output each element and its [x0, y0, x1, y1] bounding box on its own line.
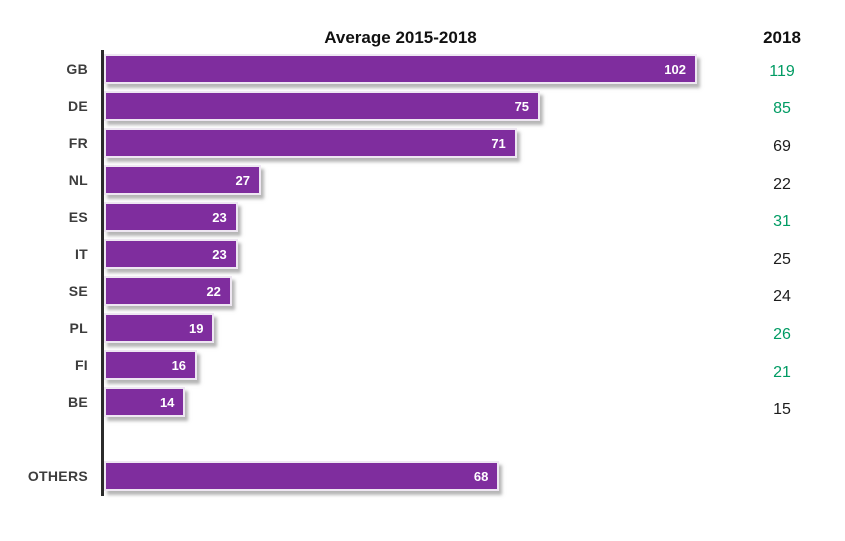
value-2018: 21 [773, 363, 791, 381]
bar-track: 68 [104, 461, 697, 491]
category-label: DE [67, 98, 88, 114]
bar-row: DE 75 [0, 91, 720, 121]
bar-row: ES 23 [0, 202, 720, 232]
bar: 68 [104, 461, 500, 491]
category-label: FI [74, 357, 88, 373]
right-column-header: 2018 [763, 28, 801, 47]
bar-row: SE 22 [0, 276, 720, 306]
bar: 19 [104, 313, 215, 343]
value-2018: 15 [773, 401, 791, 419]
bar: 23 [104, 202, 238, 232]
bar: 75 [104, 91, 541, 121]
value-2018: 69 [773, 137, 791, 155]
bar: 23 [104, 239, 238, 269]
bar-value-label: 14 [159, 394, 175, 410]
bar-track: 75 [104, 91, 697, 121]
right-column-values: 119 85 69 22 31 25 24 26 21 15 [744, 53, 820, 429]
bar-value-label: 27 [235, 172, 250, 188]
bar-track: 16 [104, 350, 697, 380]
bar-track: 23 [104, 239, 697, 269]
bar-value-label: 22 [206, 283, 221, 299]
bar: 16 [104, 350, 198, 380]
bar-row: FR 71 [0, 128, 720, 158]
category-label: FR [68, 135, 88, 151]
category-label: IT [74, 246, 88, 262]
value-2018: 26 [773, 325, 791, 343]
bar-row: BE 14 [0, 387, 720, 417]
bar-row: FI 16 [0, 350, 720, 380]
bar: 27 [104, 165, 261, 195]
bar: 102 [104, 54, 697, 84]
category-label: PL [69, 320, 88, 336]
bar: 22 [104, 276, 232, 306]
bar-track: 19 [104, 313, 697, 343]
bar-value-label: 23 [212, 209, 227, 225]
bar-value-label: 23 [212, 246, 227, 262]
bar-track: 14 [104, 387, 697, 417]
category-label: NL [68, 172, 88, 188]
bar-track: 27 [104, 165, 697, 195]
bar-value-label: 68 [473, 468, 489, 484]
category-label: GB [66, 61, 88, 77]
bar-value-label: 75 [514, 98, 530, 114]
bar-track: 71 [104, 128, 697, 158]
value-2018: 24 [773, 288, 791, 306]
value-2018: 22 [773, 175, 791, 193]
bar-value-label: 16 [171, 357, 187, 373]
bar-row: IT 23 [0, 239, 720, 269]
y-axis-line [101, 50, 104, 496]
bar-track: 22 [104, 276, 697, 306]
bar-row: GB 102 [0, 54, 720, 84]
category-label: ES [68, 209, 88, 225]
value-2018: 25 [773, 250, 791, 268]
category-label: BE [67, 394, 88, 410]
bar-value-label: 71 [491, 135, 506, 151]
value-2018: 119 [769, 62, 795, 80]
category-label: OTHERS [27, 468, 88, 484]
bar: 71 [104, 128, 517, 158]
bar-rows: GB 102 DE 75 FR 71 NL 27 ES 23 IT 23 SE 22 PL 19 FI 16 BE 1… [0, 54, 720, 498]
value-2018: 31 [773, 213, 791, 231]
bar-track: 23 [104, 202, 697, 232]
bar: 14 [104, 387, 186, 417]
bar-value-label: 102 [664, 61, 686, 77]
bar-row: NL 27 [0, 165, 720, 195]
category-label: SE [68, 283, 88, 299]
bar-value-label: 19 [189, 320, 204, 336]
bar-track: 102 [104, 54, 697, 84]
bar-row: OTHERS 68 [0, 461, 720, 491]
value-2018: 85 [773, 100, 791, 118]
bar-row: PL 19 [0, 313, 720, 343]
chart-title: Average 2015-2018 [324, 28, 477, 47]
